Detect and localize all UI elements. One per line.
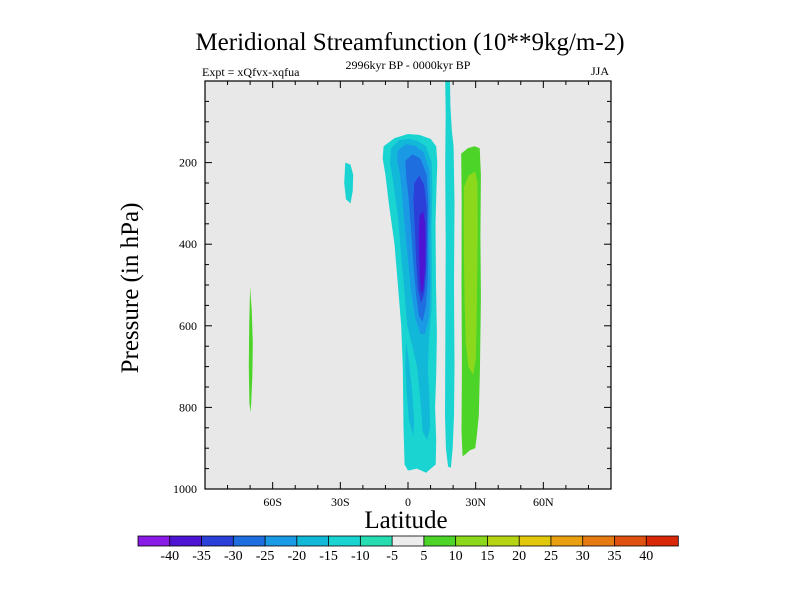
- colorbar-label: -15: [319, 549, 338, 564]
- colorbar-swatch: [169, 535, 203, 547]
- colorbar-label: -35: [192, 549, 211, 564]
- colorbar-swatch: [201, 535, 234, 547]
- colorbar-swatch: [232, 535, 266, 547]
- y-tick-label: 200: [179, 156, 197, 170]
- tropical-cell-lower-tongue: [405, 342, 415, 436]
- colorbar-swatch: [391, 535, 425, 547]
- colorbar-swatch: [645, 535, 679, 547]
- contour-regions: [248, 81, 481, 473]
- colorbar-label: 10: [449, 549, 463, 564]
- colorbar-swatch: [137, 535, 171, 547]
- colorbar-label: -25: [256, 549, 275, 564]
- colorbar-swatch: [550, 535, 584, 547]
- y-tick-label: 1000: [173, 482, 197, 496]
- colorbar-label: -10: [351, 549, 370, 564]
- colorbar-swatch: [455, 535, 489, 547]
- colorbar-swatch: [518, 535, 552, 547]
- colorbar: -40 -35 -30 -25 -20 -15 -10 -5 5 10 15 20 25 30 35 40: [137, 535, 679, 564]
- colorbar-label: -30: [224, 549, 243, 564]
- axes: 60S 30S 0 30N 60N 200 400 600 800 1000: [173, 80, 612, 509]
- colorbar-label: -5: [386, 549, 398, 564]
- x-tick-label: 30N: [465, 495, 486, 509]
- colorbar-swatch: [487, 535, 520, 547]
- experiment-label: Expt = xQfvx-xqfua: [202, 65, 300, 79]
- subtropical-positive-core: [463, 171, 478, 375]
- y-tick-label: 600: [179, 319, 197, 333]
- x-tick-label: 60S: [263, 495, 282, 509]
- chart-title: Meridional Streamfunction (10**9kg/m-2): [195, 29, 624, 56]
- colorbar-swatch: [582, 535, 616, 547]
- period-label: 2996kyr BP - 0000kyr BP: [346, 58, 471, 72]
- colorbar-label: -20: [287, 549, 306, 564]
- y-axis-title: Pressure (in hPa): [117, 203, 144, 374]
- colorbar-swatch: [359, 535, 393, 547]
- colorbar-label: 5: [420, 549, 427, 564]
- colorbar-label: -40: [160, 549, 179, 564]
- colorbar-label: 20: [512, 549, 526, 564]
- x-tick-label: 60N: [533, 495, 554, 509]
- colorbar-swatch: [614, 535, 647, 547]
- x-axis-title: Latitude: [364, 507, 447, 534]
- equatorial-column: [445, 81, 455, 468]
- colorbar-swatch: [423, 535, 457, 547]
- colorbar-label: 25: [544, 549, 558, 564]
- x-tick-label: 0: [405, 495, 411, 509]
- southern-negative-patch: [344, 162, 354, 204]
- southern-positive-streak: [248, 287, 253, 413]
- x-tick-label: 30S: [331, 495, 350, 509]
- colorbar-label: 30: [576, 549, 590, 564]
- y-tick-label: 400: [179, 237, 197, 251]
- colorbar-swatch: [264, 535, 298, 547]
- colorbar-label: 40: [639, 549, 653, 564]
- tropical-cell-core: [418, 211, 426, 294]
- colorbar-swatch: [328, 535, 362, 547]
- y-tick-label: 800: [179, 400, 197, 414]
- colorbar-swatch: [296, 535, 330, 547]
- season-label: JJA: [591, 64, 609, 78]
- colorbar-label: 35: [607, 549, 621, 564]
- colorbar-label: 15: [480, 549, 494, 564]
